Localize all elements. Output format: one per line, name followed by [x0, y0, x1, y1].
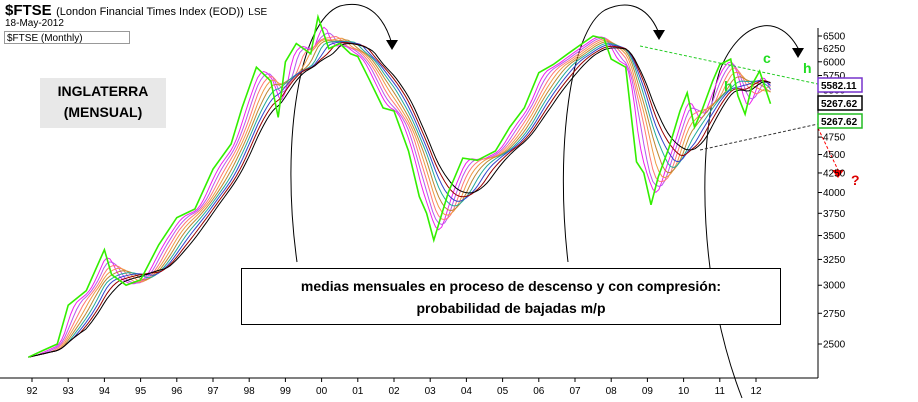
y-tick-label: 4500	[823, 150, 846, 161]
y-tick-label: 4000	[823, 188, 846, 199]
price-tag-box	[817, 113, 863, 129]
x-tick-label: 09	[642, 386, 654, 397]
price-tag-label: 5267.62	[821, 99, 858, 110]
moving-average-line	[28, 41, 771, 358]
forecast-arrow-icon	[832, 170, 844, 178]
x-tick-label: 11	[715, 386, 726, 397]
pattern-tag-head: c	[763, 50, 771, 66]
country-label-box: INGLATERRA (MENSUAL)	[40, 78, 166, 128]
down-arrow-icon	[653, 30, 665, 40]
x-tick-label: 99	[280, 386, 292, 397]
moving-average-line	[28, 41, 771, 358]
moving-average-line	[28, 37, 771, 358]
x-tick-label: 94	[99, 386, 111, 397]
price-tag-box	[817, 95, 863, 111]
x-tick-label: 92	[26, 386, 38, 397]
price-tag-box	[817, 77, 863, 93]
x-tick-label: 98	[244, 386, 256, 397]
x-tick-label: 00	[316, 386, 328, 397]
y-tick-label: 6250	[823, 44, 846, 55]
analysis-note-line2: probabilidad de bajadas m/p	[416, 300, 606, 316]
exchange-code: LSE	[248, 7, 268, 18]
x-tick-label: 95	[135, 386, 147, 397]
support-trend-line	[699, 123, 819, 151]
x-tick-label: 93	[63, 386, 75, 397]
down-arrow-icon	[386, 40, 398, 50]
chart-title: $FTSE (London Financial Times Index (EOD…	[5, 2, 267, 20]
y-axis-ticks: 2500 2750 3000 3250 3500 3750 4000 4250 4500 4750…	[818, 32, 846, 351]
x-tick-label: 96	[171, 386, 183, 397]
chart-date: 18-May-2012	[5, 18, 64, 29]
y-tick-label: 3750	[823, 209, 846, 220]
x-tick-label: 02	[388, 386, 400, 397]
price-tag-label: 5582.11	[821, 81, 857, 92]
x-tick-label: 05	[497, 386, 509, 397]
down-arrow-icon	[792, 48, 804, 58]
analysis-note-box: medias mensuales en proceso de descenso …	[241, 268, 781, 325]
series-legend: $FTSE (Monthly)	[4, 31, 130, 44]
x-tick-label: 97	[207, 386, 219, 397]
pattern-tag-right-shoulder: h	[803, 60, 812, 76]
y-tick-label: 4250	[823, 168, 846, 179]
price-tag-label: 5267.62	[821, 117, 858, 128]
decline-arc-2000	[290, 3, 393, 263]
decline-arc-2007	[562, 4, 661, 263]
y-tick-label: 3500	[823, 231, 846, 242]
x-tick-label: 08	[606, 386, 618, 397]
y-tick-label: 6500	[823, 32, 846, 43]
country-label: INGLATERRA	[57, 83, 149, 99]
x-tick-label: 03	[425, 386, 437, 397]
y-tick-label: 5750	[823, 71, 846, 82]
forecast-arrow-line	[817, 127, 839, 171]
price-series-line	[28, 13, 772, 358]
pattern-tag-left-shoulder: h	[724, 78, 733, 94]
x-axis-ticks: 92 93 94 95 96 97 98 99 00 01 02 03 04 05 06 07 08 09 10 11…	[26, 378, 762, 397]
question-mark: ?	[851, 172, 860, 188]
analysis-note-line1: medias mensuales en proceso de descenso …	[300, 278, 722, 294]
x-tick-label: 04	[461, 386, 473, 397]
y-tick-label: 2500	[823, 340, 846, 351]
x-tick-label: 10	[678, 386, 690, 397]
moving-average-line	[28, 43, 771, 358]
price-label-tags: 5582.11 5267.62 5267.62	[817, 77, 863, 129]
moving-average-line	[28, 35, 771, 358]
y-tick-label: 2750	[823, 309, 846, 320]
moving-average-line	[28, 32, 771, 358]
y-tick-label: 6000	[823, 57, 846, 68]
y-tick-label: 3250	[823, 255, 846, 266]
x-tick-label: 12	[750, 386, 762, 397]
index-description: (London Financial Times Index (EOD))	[56, 6, 244, 18]
x-tick-label: 07	[569, 386, 581, 397]
moving-average-line	[28, 26, 771, 358]
x-tick-label: 01	[352, 386, 364, 397]
x-tick-label: 06	[533, 386, 545, 397]
y-tick-label: 3000	[823, 281, 846, 292]
ticker-symbol: $FTSE	[5, 2, 52, 19]
resistance-trend-line	[639, 45, 819, 85]
arrows	[386, 30, 844, 178]
trend-lines	[639, 45, 819, 151]
timeframe-label: (MENSUAL)	[63, 104, 143, 120]
moving-average-ribbon	[28, 26, 771, 358]
y-tick-label: 4750	[823, 133, 846, 144]
